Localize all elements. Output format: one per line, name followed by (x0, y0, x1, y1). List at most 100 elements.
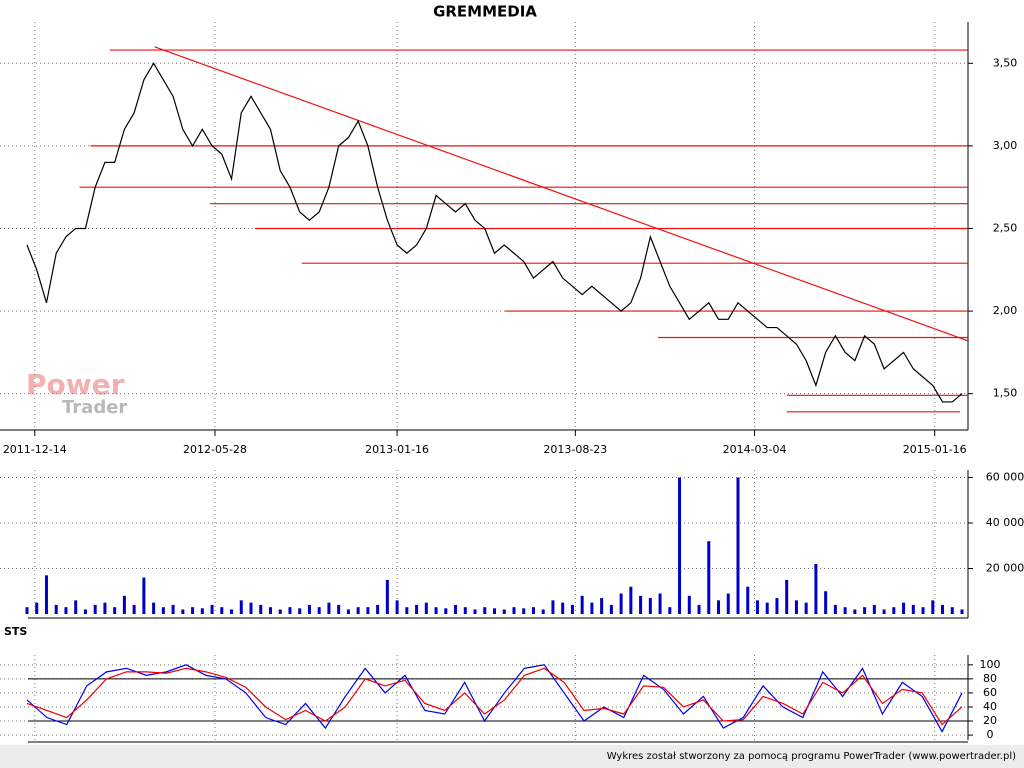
bar (726, 593, 730, 614)
bar (512, 607, 516, 614)
bar (132, 604, 136, 614)
bar (600, 598, 604, 614)
logo: Power (26, 368, 125, 401)
bar (463, 607, 467, 614)
bar (804, 602, 808, 614)
y-tick-label: 60 (983, 686, 997, 699)
y-tick-label: 2,50 (993, 221, 1018, 234)
y-tick-label: 20 000 (986, 562, 1024, 575)
bar (405, 607, 409, 614)
bar (161, 607, 165, 614)
bar (239, 600, 243, 614)
bar (64, 607, 68, 614)
bar (580, 595, 584, 614)
bar (44, 575, 48, 614)
bar (931, 600, 935, 614)
bar (814, 563, 818, 614)
bar (561, 602, 565, 614)
bar (502, 609, 506, 614)
bar (191, 607, 195, 614)
bar (415, 604, 419, 614)
bar (268, 607, 272, 614)
bar (93, 604, 97, 614)
bar (327, 602, 331, 614)
bar (590, 602, 594, 614)
bar (541, 609, 545, 614)
x-tick-label: 2012-05-28 (183, 443, 247, 456)
bar (113, 607, 117, 614)
bar (249, 602, 253, 614)
bar (210, 604, 214, 614)
bar (307, 604, 311, 614)
y-tick-label: 20 (983, 714, 997, 727)
bar (882, 609, 886, 614)
bar (278, 609, 282, 614)
y-tick-label: 60 000 (986, 471, 1024, 484)
bar (687, 595, 691, 614)
bar (872, 604, 876, 614)
y-tick-label: 40 (983, 700, 997, 713)
bar (337, 604, 341, 614)
bar (843, 607, 847, 614)
data-line (26, 62, 963, 403)
bar (259, 604, 263, 614)
bar (746, 586, 750, 614)
y-tick-label: 80 (983, 672, 997, 685)
y-tick-label: 0 (987, 728, 994, 741)
y-tick-label: 40 000 (986, 516, 1024, 529)
bar (794, 600, 798, 614)
y-tick-label: 3,50 (993, 56, 1018, 69)
logo: Trader (62, 397, 127, 418)
bar (911, 604, 915, 614)
bar (444, 608, 448, 614)
x-tick-label: 2014-03-04 (723, 443, 787, 456)
bar (697, 604, 701, 614)
bar (103, 602, 107, 614)
bar (892, 607, 896, 614)
bar (395, 600, 399, 614)
bar (619, 593, 623, 614)
chart-title: GREMMEDIA (433, 3, 537, 21)
footer-bar (0, 745, 1024, 768)
y-tick-label: 1,50 (993, 387, 1018, 400)
bar (473, 609, 477, 614)
bar (317, 607, 321, 614)
bar (454, 604, 458, 614)
bar (658, 593, 662, 614)
bar (609, 604, 613, 614)
bar (921, 607, 925, 614)
trend-line (154, 46, 969, 342)
bar (853, 609, 857, 614)
bar (765, 602, 769, 614)
bar (833, 604, 837, 614)
bar (639, 595, 643, 614)
bar (122, 595, 126, 614)
bar (493, 608, 496, 614)
bar (434, 607, 438, 614)
y-tick-label: 2,00 (993, 304, 1018, 317)
x-tick-label: 2013-08-23 (543, 443, 607, 456)
bar (424, 602, 428, 614)
bar (220, 607, 224, 614)
bar (142, 577, 146, 614)
bar (171, 604, 175, 614)
bar (356, 607, 360, 614)
bar (74, 600, 78, 614)
bar (755, 600, 759, 614)
bar (385, 579, 389, 614)
bar (346, 609, 350, 614)
x-tick-label: 2013-01-16 (365, 443, 429, 456)
bar (376, 604, 380, 614)
bar (941, 604, 945, 614)
bar (950, 607, 954, 614)
bar (736, 477, 740, 614)
data-line (26, 667, 963, 726)
y-tick-label: 3,00 (993, 139, 1018, 152)
bar (83, 609, 87, 614)
bar (230, 609, 234, 614)
bar (785, 579, 789, 614)
bar (152, 602, 156, 614)
bar (668, 607, 672, 614)
footer: Wykres został stworzony za pomocą progra… (607, 751, 1016, 762)
